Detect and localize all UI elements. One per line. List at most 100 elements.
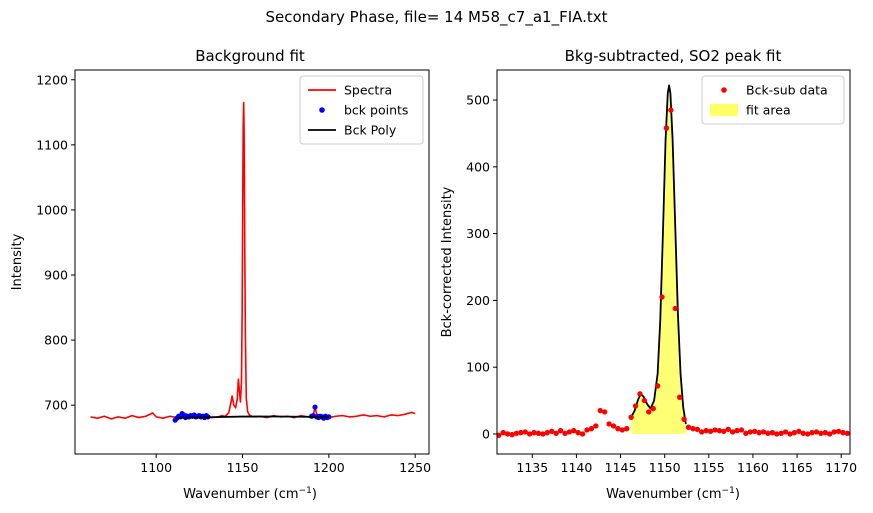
data-point xyxy=(840,430,846,436)
suptitle: Secondary Phase, file= 14 M58_c7_a1_FIA.… xyxy=(265,8,607,27)
data-point xyxy=(672,305,678,312)
data-point xyxy=(650,405,656,412)
data-point xyxy=(628,414,634,420)
data-point xyxy=(822,430,828,436)
data-point xyxy=(553,430,559,436)
data-point xyxy=(685,424,692,430)
x-axis-label: Wavenumber (cm−1) xyxy=(606,486,740,502)
data-point xyxy=(835,428,842,434)
plot-area xyxy=(90,101,416,423)
x-tick-label: 1135 xyxy=(516,460,548,475)
data-point xyxy=(738,427,745,433)
plot-area xyxy=(497,84,850,438)
data-point xyxy=(606,421,612,427)
legend-label: fit area xyxy=(746,103,791,118)
data-point xyxy=(844,430,850,436)
axis-ticks: 1100 1150 1200 1250 700 800 900 1000 1100 1200 xyxy=(36,69,431,475)
data-point xyxy=(497,432,502,438)
data-point xyxy=(707,428,714,434)
chart-title: Bkg-subtracted, SO2 peak fit xyxy=(565,47,782,65)
x-tick-label: 1150 xyxy=(227,460,259,475)
data-point xyxy=(619,427,625,433)
data-point xyxy=(760,429,767,435)
data-point xyxy=(831,429,837,435)
series-group xyxy=(90,101,416,423)
data-point xyxy=(800,430,806,436)
x-tick-label: 1100 xyxy=(140,460,172,475)
legend-swatch-patch xyxy=(710,104,738,116)
data-point xyxy=(721,428,727,434)
legend-label: Spectra xyxy=(344,83,392,98)
data-point xyxy=(509,432,515,438)
y-tick-label: 0 xyxy=(482,426,490,441)
data-point xyxy=(544,430,550,436)
data-point xyxy=(694,426,700,432)
data-point xyxy=(522,429,528,435)
y-tick-label: 400 xyxy=(466,159,490,174)
data-point xyxy=(312,404,318,410)
data-point xyxy=(597,407,603,414)
data-point xyxy=(765,430,771,436)
data-point xyxy=(809,430,815,436)
data-point xyxy=(712,427,718,433)
data-point xyxy=(818,430,824,436)
axes-frame xyxy=(496,69,851,455)
chart-title: Background fit xyxy=(195,47,305,65)
data-point xyxy=(637,391,643,397)
data-point xyxy=(791,430,798,436)
data-point xyxy=(557,428,564,434)
data-point xyxy=(663,125,670,131)
axes-frame xyxy=(74,69,430,455)
x-tick-label: 1170 xyxy=(825,460,857,475)
data-point xyxy=(827,431,833,437)
x-tick-label: 1250 xyxy=(399,460,431,475)
peak-fit-chart: Bkg-subtracted, SO2 peak fit 1135 1140 114… xyxy=(440,47,857,502)
y-axis-label: Bck-corrected Intensity xyxy=(440,186,455,337)
data-point xyxy=(632,403,639,409)
data-point xyxy=(796,428,802,434)
legend: Bck-sub data fit area xyxy=(701,75,845,125)
data-point xyxy=(610,423,617,429)
legend-label: Bck-sub data xyxy=(746,83,828,98)
data-point xyxy=(681,416,687,422)
data-point xyxy=(571,428,577,434)
data-point xyxy=(562,430,568,436)
data-point xyxy=(703,428,709,434)
data-point xyxy=(805,431,811,437)
data-point xyxy=(504,431,511,437)
data-point xyxy=(782,429,789,435)
x-tick-label: 1165 xyxy=(781,460,813,475)
y-tick-label: 100 xyxy=(466,360,490,375)
data-point xyxy=(730,429,736,435)
data-point xyxy=(778,430,784,436)
x-tick-label: 1200 xyxy=(313,460,345,475)
y-tick-label: 1200 xyxy=(36,72,68,87)
x-tick-label: 1145 xyxy=(605,460,637,475)
data-point xyxy=(624,426,630,432)
legend-swatch-marker xyxy=(721,87,727,93)
data-point xyxy=(549,428,555,434)
x-tick-label: 1140 xyxy=(561,460,593,475)
data-point xyxy=(716,428,722,434)
y-tick-label: 300 xyxy=(466,226,490,241)
data-point xyxy=(752,428,758,434)
data-point xyxy=(677,394,683,400)
y-tick-label: 700 xyxy=(44,398,68,413)
y-tick-label: 500 xyxy=(466,93,490,108)
legend-swatch-marker xyxy=(319,107,325,113)
series-group xyxy=(497,84,850,438)
x-tick-label: 1155 xyxy=(693,460,725,475)
data-point xyxy=(593,423,599,429)
data-point xyxy=(580,431,586,437)
data-point xyxy=(655,383,661,389)
data-point xyxy=(602,409,608,415)
legend: Spectra bck points Bck Poly xyxy=(299,75,424,145)
data-point xyxy=(540,431,546,437)
data-point xyxy=(531,430,537,436)
data-point xyxy=(769,430,775,436)
data-point xyxy=(734,428,740,434)
data-point xyxy=(668,107,674,113)
bck-poly-line xyxy=(175,415,329,419)
data-point xyxy=(518,430,524,436)
y-tick-label: 200 xyxy=(466,293,490,308)
